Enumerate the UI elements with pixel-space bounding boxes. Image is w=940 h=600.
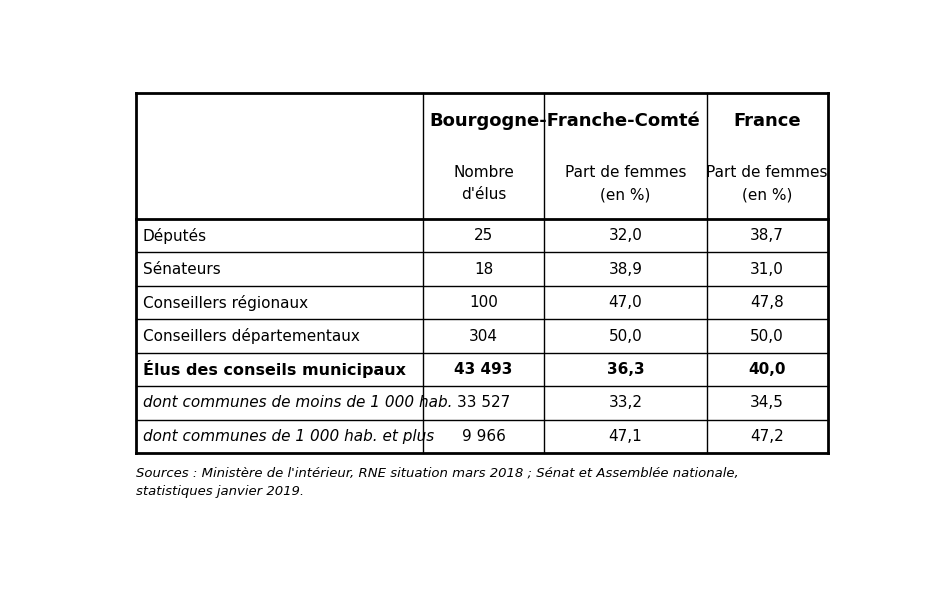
Text: 47,1: 47,1	[608, 429, 642, 444]
Text: Députés: Députés	[143, 227, 207, 244]
Text: Nombre
d'élus: Nombre d'élus	[453, 165, 514, 202]
Text: Conseillers régionaux: Conseillers régionaux	[143, 295, 308, 311]
Text: Bourgogne-Franche-Comté: Bourgogne-Franche-Comté	[430, 112, 700, 130]
Text: 9 966: 9 966	[462, 429, 506, 444]
Text: 31,0: 31,0	[750, 262, 784, 277]
Text: 304: 304	[469, 329, 498, 344]
Text: 38,9: 38,9	[608, 262, 642, 277]
Text: 36,3: 36,3	[606, 362, 644, 377]
Text: 43 493: 43 493	[454, 362, 512, 377]
Text: 38,7: 38,7	[750, 228, 784, 243]
Text: 34,5: 34,5	[750, 395, 784, 410]
Text: 32,0: 32,0	[608, 228, 642, 243]
Text: dont communes de 1 000 hab. et plus: dont communes de 1 000 hab. et plus	[143, 429, 434, 444]
Text: 18: 18	[474, 262, 494, 277]
Text: 33,2: 33,2	[608, 395, 642, 410]
Text: 33 527: 33 527	[457, 395, 510, 410]
Text: Sources : Ministère de l'intérieur, RNE situation mars 2018 ; Sénat et Assemblée: Sources : Ministère de l'intérieur, RNE …	[135, 467, 739, 480]
Text: Élus des conseils municipaux: Élus des conseils municipaux	[143, 361, 406, 379]
Text: 50,0: 50,0	[750, 329, 784, 344]
Text: 50,0: 50,0	[608, 329, 642, 344]
Text: 47,0: 47,0	[608, 295, 642, 310]
Text: 47,8: 47,8	[750, 295, 784, 310]
Text: Sénateurs: Sénateurs	[143, 262, 221, 277]
Text: dont communes de moins de 1 000 hab.: dont communes de moins de 1 000 hab.	[143, 395, 452, 410]
Text: France: France	[733, 112, 801, 130]
Text: 47,2: 47,2	[750, 429, 784, 444]
Text: Part de femmes
(en %): Part de femmes (en %)	[707, 165, 828, 202]
Text: 25: 25	[474, 228, 494, 243]
Text: Conseillers départementaux: Conseillers départementaux	[143, 328, 360, 344]
Text: 40,0: 40,0	[748, 362, 786, 377]
Text: statistiques janvier 2019.: statistiques janvier 2019.	[135, 485, 304, 497]
Text: 100: 100	[469, 295, 498, 310]
Text: Part de femmes
(en %): Part de femmes (en %)	[565, 165, 686, 202]
